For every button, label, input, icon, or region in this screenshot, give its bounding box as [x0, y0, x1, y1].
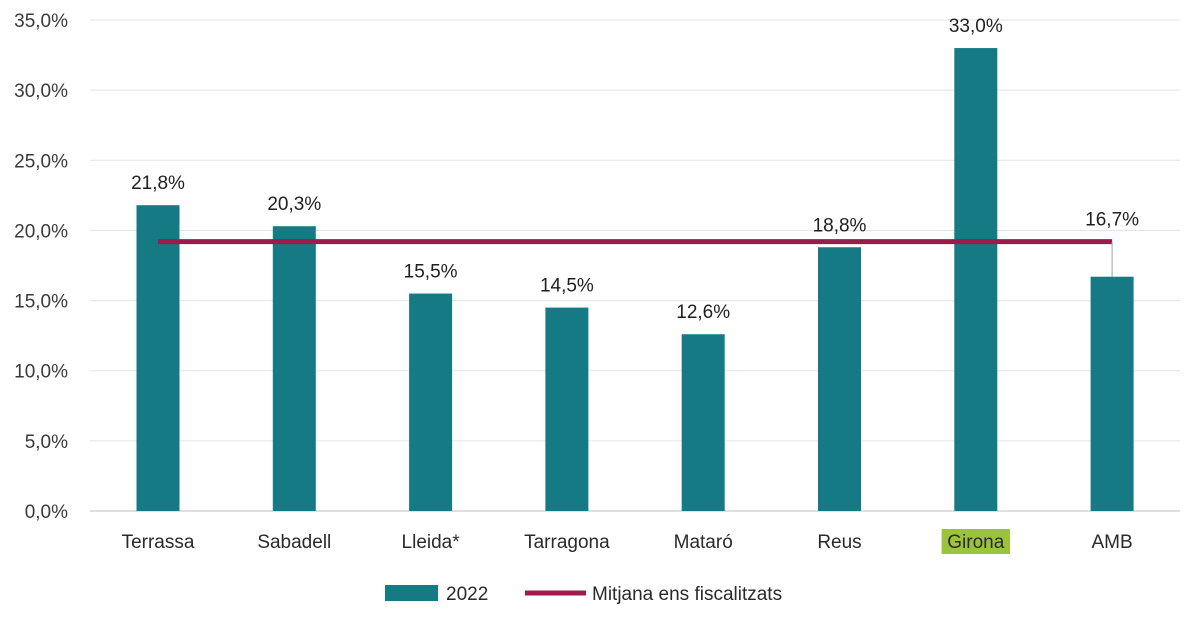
category-label: Tarragona: [524, 532, 610, 553]
y-axis-ticks: 0,0% 5,0% 10,0% 15,0% 20,0% 25,0% 30,0% 35,0%: [14, 11, 68, 523]
bar-tarragona: [545, 307, 589, 511]
category-label: Sabadell: [257, 532, 331, 553]
category-label: Mataró: [674, 532, 733, 553]
y-tick-label: 10,0%: [14, 362, 68, 383]
bar-matar: [681, 334, 725, 511]
data-label: 15,5%: [404, 262, 458, 283]
category-label: Reus: [817, 532, 861, 553]
y-tick-label: 5,0%: [25, 432, 68, 453]
category-highlight: [941, 529, 1010, 554]
bar-sabadell: [272, 226, 316, 511]
legend-swatch-2022: [385, 585, 438, 601]
category-labels: Terrassa Sabadell Lleida* Tarragona Mataró Re…: [122, 529, 1133, 554]
legend-label-average: Mitjana ens fiscalitzats: [592, 584, 782, 605]
category-label: Girona: [947, 532, 1004, 553]
category-label: Terrassa: [122, 532, 195, 553]
y-tick-label: 20,0%: [14, 221, 68, 242]
bar-terrassa: [136, 205, 180, 512]
data-label: 33,0%: [949, 16, 1003, 37]
data-labels: 21,8% 20,3% 15,5% 14,5% 12,6% 18,8% 33,0% 16,7%: [131, 16, 1139, 323]
category-label: AMB: [1092, 532, 1133, 553]
data-label: 16,7%: [1085, 210, 1139, 231]
y-tick-label: 30,0%: [14, 81, 68, 102]
data-label: 12,6%: [676, 302, 730, 323]
y-tick-label: 15,0%: [14, 292, 68, 313]
y-tick-label: 25,0%: [14, 151, 68, 172]
category-label: Lleida*: [402, 532, 461, 553]
legend-label-2022: 2022: [446, 584, 488, 605]
data-label: 14,5%: [540, 276, 594, 297]
bar-amb: [1090, 276, 1134, 511]
legend: 2022 Mitjana ens fiscalitzats: [385, 584, 782, 605]
bar-reus: [818, 247, 861, 511]
bar-lleida: [409, 293, 453, 511]
y-tick-label: 35,0%: [14, 11, 68, 32]
gridlines: [90, 19, 1180, 442]
bar-series-2022: [136, 48, 1134, 512]
y-tick-label: 0,0%: [25, 502, 68, 523]
data-label: 21,8%: [131, 173, 185, 194]
data-label: 20,3%: [267, 194, 321, 215]
data-label: 18,8%: [813, 215, 867, 236]
bar-girona: [954, 48, 998, 512]
